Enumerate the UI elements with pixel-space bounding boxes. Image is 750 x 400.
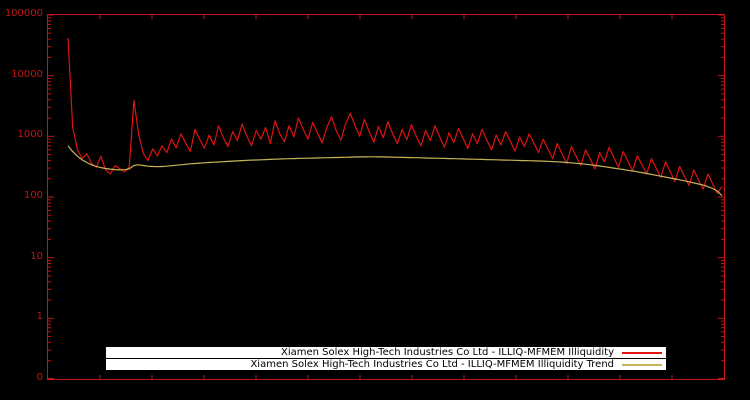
legend-line-illiquidity-icon bbox=[622, 351, 662, 354]
line-chart-canvas bbox=[48, 15, 724, 379]
y-tick-label: 1 bbox=[36, 311, 43, 323]
legend-entry-illiquidity: Xiamen Solex High-Tech Industries Co Ltd… bbox=[106, 347, 666, 358]
legend-line-trend-icon bbox=[622, 363, 662, 366]
y-tick-label: 0 bbox=[36, 372, 43, 383]
legend-label-illiquidity: Xiamen Solex High-Tech Industries Co Ltd… bbox=[281, 347, 614, 358]
y-tick-label: 10 bbox=[30, 250, 43, 262]
y-tick-label: 100 bbox=[23, 190, 43, 201]
y-tick-label: 100000 bbox=[4, 8, 43, 19]
legend-label-illiquidity-trend: Xiamen Solex High-Tech Industries Co Ltd… bbox=[250, 359, 614, 370]
legend: Xiamen Solex High-Tech Industries Co Ltd… bbox=[106, 346, 666, 370]
y-axis-tick-labels: 100000 10000 1000 100 10 1 0 bbox=[0, 9, 43, 383]
legend-entry-illiquidity-trend: Xiamen Solex High-Tech Industries Co Ltd… bbox=[106, 359, 666, 370]
y-tick-label: 10000 bbox=[11, 68, 43, 80]
plot-area: Xiamen Solex High-Tech Industries Co Ltd… bbox=[47, 14, 725, 380]
y-tick-label: 1000 bbox=[17, 129, 43, 141]
